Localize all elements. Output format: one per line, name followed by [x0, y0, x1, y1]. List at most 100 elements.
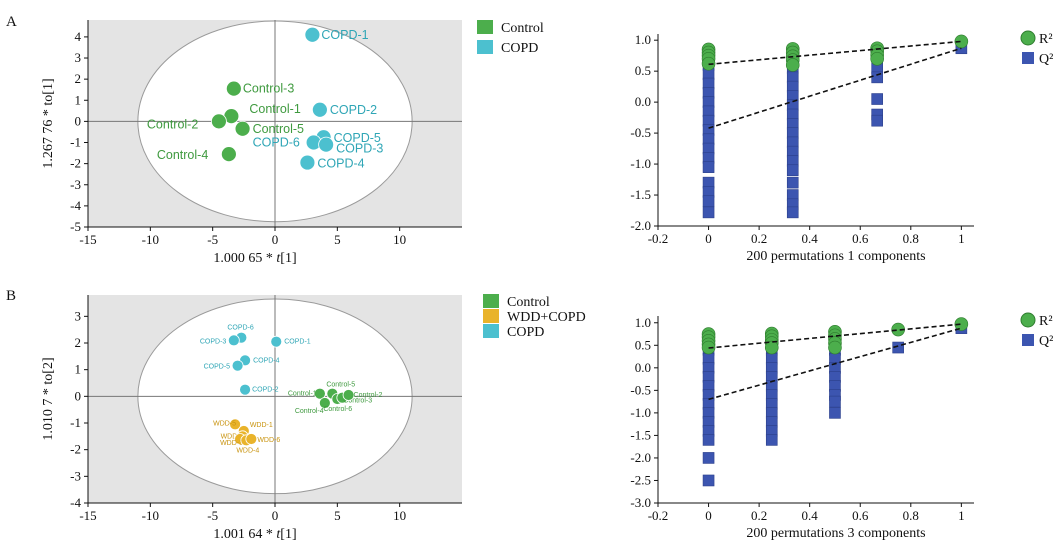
legend-label-q2: Q² — [1039, 334, 1053, 349]
point-label: Control-3 — [243, 82, 294, 96]
point-label: COPD-3 — [200, 338, 227, 345]
x-tick-label: 0.8 — [903, 508, 919, 523]
x-tick-label: 1 — [958, 508, 965, 523]
q2-point — [702, 474, 715, 487]
y-tick-label: -0.5 — [630, 382, 651, 397]
y-tick-label: 1 — [75, 92, 82, 107]
data-point — [229, 418, 242, 431]
point-label: Control-5 — [253, 122, 304, 136]
y-tick-label: -3.0 — [630, 495, 651, 510]
y-tick-label: 1.0 — [635, 32, 651, 47]
legend-label: Control — [501, 21, 544, 36]
x-tick-label: -5 — [207, 508, 218, 523]
x-tick-label: 0.4 — [802, 508, 819, 523]
x-tick-label: 0 — [272, 508, 279, 523]
point-label: COPD-4 — [253, 357, 280, 364]
data-point — [227, 334, 240, 347]
legend-label: COPD — [501, 41, 538, 56]
q2-point — [702, 206, 715, 219]
y-tick-label: 0 — [75, 113, 82, 128]
x-tick-label: 0.6 — [852, 508, 869, 523]
regression-line — [708, 47, 962, 129]
x-axis-label-variable: t — [276, 527, 281, 542]
x-tick-label: 0.6 — [852, 231, 869, 246]
point-label: COPD-2 — [252, 387, 279, 394]
x-tick-label: 0.4 — [802, 231, 819, 246]
point-label: WDD-1 — [250, 422, 273, 429]
data-point — [299, 154, 316, 171]
point-label: WDD-6 — [257, 437, 280, 444]
x-tick-label: 5 — [334, 232, 341, 247]
y-tick-label: 2 — [75, 71, 82, 86]
y-tick-label: -3 — [70, 177, 81, 192]
x-tick-label: -15 — [79, 508, 96, 523]
x-tick-label: 0 — [272, 232, 279, 247]
x-axis-label: 1.000 65 * t[1] — [213, 251, 296, 266]
y-tick-label: -5 — [70, 219, 81, 234]
r2-point — [764, 340, 779, 355]
q2-point — [702, 452, 715, 464]
point-label: Control-2 — [147, 117, 198, 131]
q2-point — [786, 206, 799, 219]
q2-point — [702, 195, 715, 208]
x-tick-label: 10 — [393, 232, 406, 247]
legend-marker-q2 — [1022, 52, 1034, 64]
point-label: WDD-3 — [220, 440, 243, 447]
y-tick-label: 0.5 — [635, 337, 651, 352]
y-axis-label: 1.267 76 * to[1] — [41, 78, 56, 168]
point-label: COPD-6 — [253, 136, 300, 150]
y-tick-label: 4 — [75, 29, 82, 44]
legend-swatch — [477, 20, 493, 34]
r2-point — [870, 51, 884, 66]
y-tick-label: 0.0 — [635, 94, 651, 109]
point-label: Control-2 — [354, 392, 383, 399]
point-label: COPD-3 — [336, 142, 383, 156]
data-point — [270, 335, 283, 348]
point-label: WDD-5 — [213, 420, 236, 427]
data-point — [239, 383, 251, 396]
data-point — [313, 387, 326, 400]
x-tick-label: 0.2 — [751, 508, 767, 523]
point-label: COPD-4 — [317, 157, 364, 171]
q2-point — [786, 176, 799, 189]
legend-marker-q2 — [1022, 334, 1034, 346]
x-axis-label-prefix: 1.001 64 * — [213, 527, 276, 542]
point-label: COPD-1 — [284, 339, 311, 346]
data-point — [225, 80, 242, 97]
y-tick-label: -1.0 — [630, 156, 651, 171]
y-tick-label: 1 — [75, 362, 82, 377]
legend-label: COPD — [507, 325, 544, 340]
point-label: WDD-2 — [221, 433, 244, 440]
q2-point — [765, 434, 778, 446]
q2-point — [871, 93, 883, 105]
point-label: Control-6 — [323, 406, 352, 413]
x-axis-label-suffix: [1] — [280, 527, 296, 542]
point-label: Control-1 — [249, 102, 300, 116]
data-point — [342, 389, 355, 401]
x-axis-label-variable: t — [276, 251, 281, 266]
y-tick-label: -1 — [70, 415, 81, 430]
y-tick-label: -1.5 — [630, 187, 651, 202]
x-tick-label: -0.2 — [648, 231, 669, 246]
y-tick-label: -2.0 — [630, 218, 651, 233]
q2-point — [892, 341, 904, 354]
point-label: COPD-6 — [227, 325, 254, 332]
point-label: COPD-5 — [334, 131, 381, 145]
point-label: COPD-1 — [321, 28, 368, 42]
x-tick-label: -15 — [79, 232, 96, 247]
q2-point — [786, 164, 799, 177]
legend-label-r2: R² — [1039, 32, 1053, 47]
y-tick-label: 3 — [75, 50, 82, 65]
data-point — [311, 101, 328, 118]
x-axis-label-prefix: 1.000 65 * — [213, 251, 276, 266]
data-point — [210, 113, 227, 130]
x-tick-label: -10 — [142, 232, 159, 247]
y-tick-label: 0.0 — [635, 360, 651, 375]
x-tick-label: 0 — [705, 508, 712, 523]
legend-marker-r2 — [1020, 312, 1036, 328]
data-point — [318, 397, 331, 409]
r2-point — [954, 317, 969, 331]
data-point — [318, 136, 335, 153]
